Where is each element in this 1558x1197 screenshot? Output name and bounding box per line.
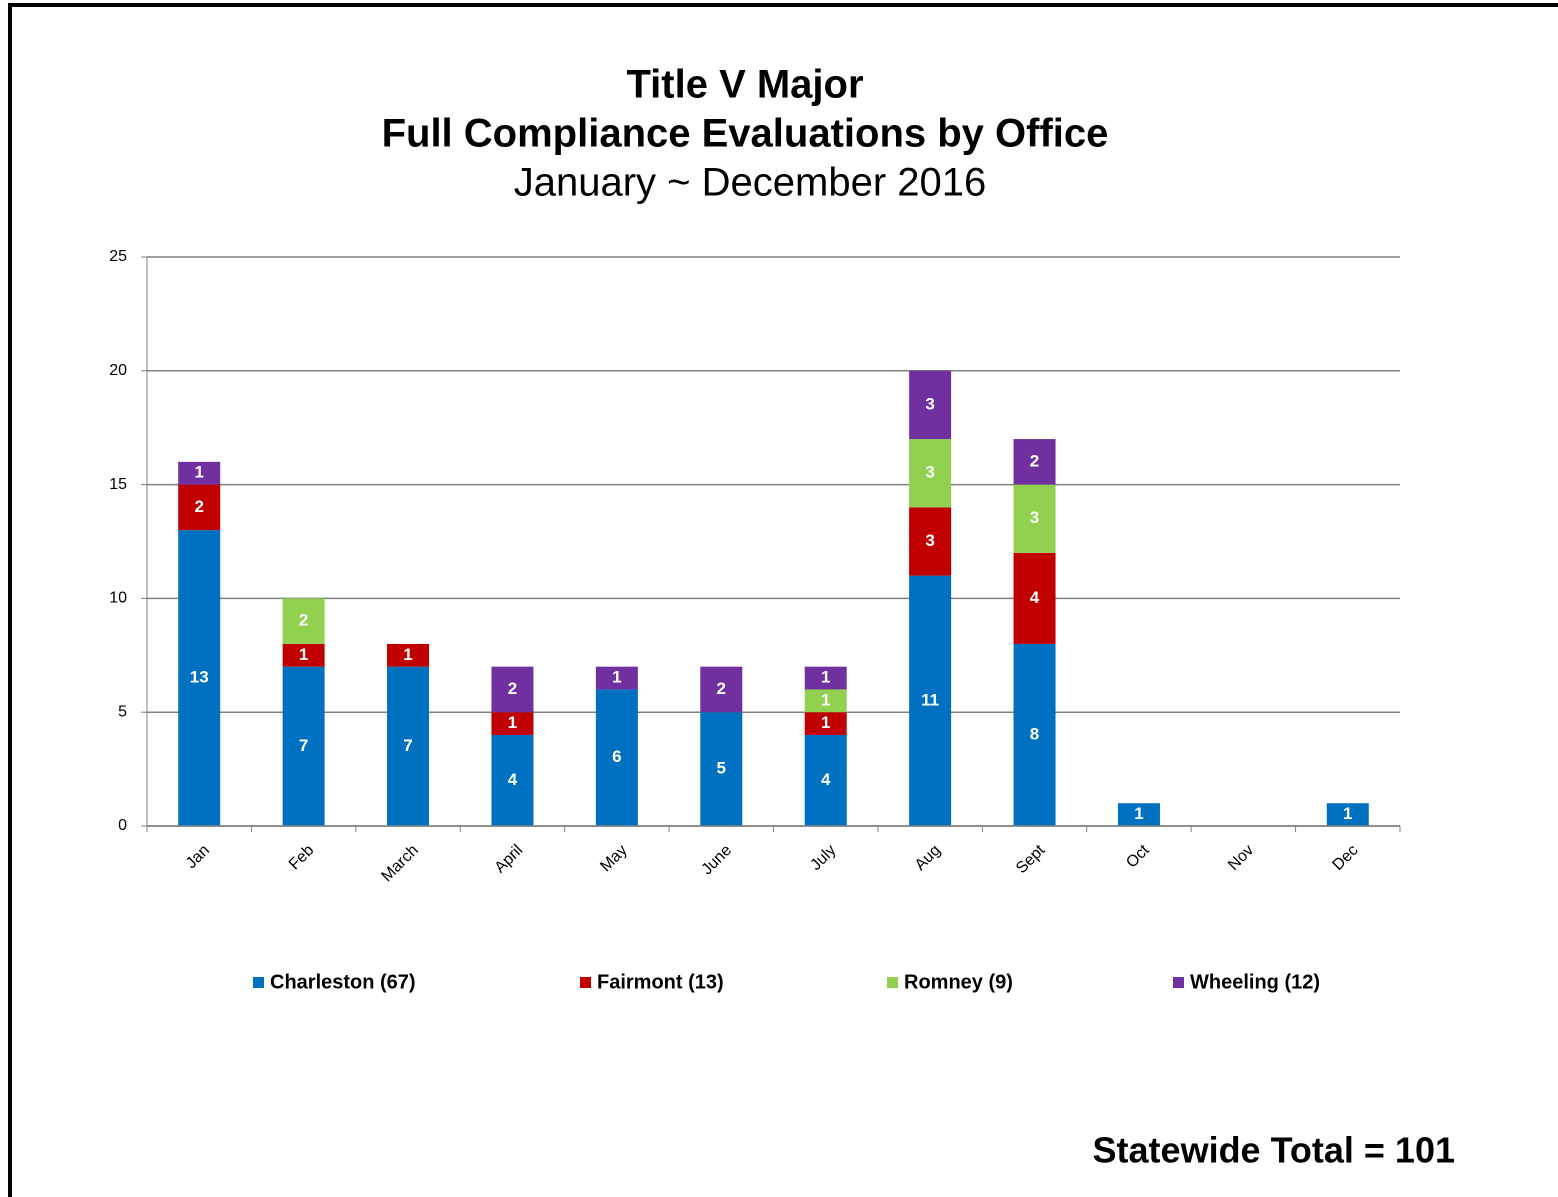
data-label: 1 <box>403 645 412 664</box>
data-label: 4 <box>821 770 831 789</box>
bar-segment <box>1013 552 1056 644</box>
bar-segment <box>282 643 325 667</box>
data-label: 1 <box>194 463 203 482</box>
bar-segment <box>178 484 221 531</box>
legend-label: Charleston (67) <box>270 971 416 993</box>
data-label: 1 <box>821 713 830 732</box>
bar-segment <box>700 666 743 713</box>
x-tick-label: Feb <box>286 842 318 874</box>
x-tick-label: Sept <box>1013 841 1049 877</box>
bar-segment <box>804 689 847 713</box>
y-tick-label: 20 <box>109 362 127 379</box>
bar-segment <box>595 666 638 690</box>
bar-segment <box>178 530 221 826</box>
data-label: 1 <box>821 668 830 687</box>
x-tick-label: April <box>492 842 527 877</box>
x-tick-label: June <box>699 842 736 879</box>
data-label: 1 <box>1343 804 1352 823</box>
data-label: 2 <box>299 611 308 630</box>
data-label: 3 <box>925 531 934 550</box>
bar-segment <box>595 689 638 826</box>
data-label: 5 <box>717 759 726 778</box>
bar-segment <box>909 439 952 508</box>
bar-segment <box>1013 643 1056 826</box>
bar-segment <box>1013 439 1056 485</box>
legend-swatch <box>253 977 264 988</box>
data-label: 3 <box>925 394 934 413</box>
bar-segment <box>909 507 952 576</box>
legend-swatch <box>887 977 898 988</box>
bar-segment <box>282 598 325 644</box>
data-label: 1 <box>1134 804 1143 823</box>
data-label: 2 <box>508 679 517 698</box>
x-tick-label: July <box>807 842 839 874</box>
bar-segment <box>491 666 534 713</box>
data-label: 3 <box>925 463 934 482</box>
data-label: 1 <box>821 690 830 709</box>
data-label: 7 <box>403 736 412 755</box>
data-label: 3 <box>1030 508 1039 527</box>
bar-segment <box>282 666 325 826</box>
x-tick-label: Dec <box>1329 842 1361 874</box>
y-tick-label: 5 <box>118 703 127 720</box>
x-tick-label: May <box>597 842 630 875</box>
x-tick-label: Oct <box>1123 841 1153 871</box>
data-label: 13 <box>190 668 209 687</box>
bar-segment <box>909 370 952 440</box>
chart-subtitle: January ~ December 2016 <box>514 161 987 205</box>
legend-label: Fairmont (13) <box>597 971 724 993</box>
bar-segment <box>804 712 847 735</box>
x-tick-label: March <box>378 842 421 885</box>
bar-segment <box>804 734 847 826</box>
y-tick-label: 25 <box>109 248 127 265</box>
data-label: 6 <box>612 747 621 766</box>
bar-segment <box>491 734 534 826</box>
data-label: 2 <box>1030 451 1039 470</box>
data-label: 4 <box>508 770 518 789</box>
bar-segment <box>1326 803 1369 826</box>
chart-title: Full Compliance Evaluations by Office <box>382 112 1109 156</box>
bar-segment <box>1117 803 1160 826</box>
data-label: 1 <box>299 645 308 664</box>
bar-segment <box>1013 484 1056 553</box>
annotation: Statewide Total = 101 <box>1093 1130 1455 1171</box>
frame <box>8 3 1558 1197</box>
data-label: 4 <box>1030 588 1040 607</box>
bar-segment <box>387 666 430 826</box>
bar-segment <box>178 461 221 485</box>
data-label: 2 <box>717 679 726 698</box>
bar-segment <box>804 666 847 690</box>
legend-swatch <box>1173 977 1184 988</box>
bar-segment <box>387 643 430 667</box>
data-label: 8 <box>1030 724 1039 743</box>
data-label: 11 <box>921 690 939 709</box>
bar-segment <box>909 575 952 826</box>
y-tick-label: 0 <box>118 817 127 834</box>
data-label: 1 <box>612 668 621 687</box>
x-tick-label: Nov <box>1225 842 1257 874</box>
y-tick-label: 15 <box>109 476 127 493</box>
legend-swatch <box>580 977 591 988</box>
chart-title: Title V Major <box>626 63 863 107</box>
data-label: 7 <box>299 736 308 755</box>
bar-segment <box>700 712 743 826</box>
bar-segment <box>491 712 534 735</box>
x-tick-label: Jan <box>183 842 213 872</box>
y-tick-label: 10 <box>109 590 127 607</box>
x-tick-label: Aug <box>912 842 944 874</box>
data-label: 1 <box>508 713 517 732</box>
legend-label: Romney (9) <box>904 971 1013 993</box>
data-label: 2 <box>194 497 203 516</box>
legend-label: Wheeling (12) <box>1190 971 1320 993</box>
